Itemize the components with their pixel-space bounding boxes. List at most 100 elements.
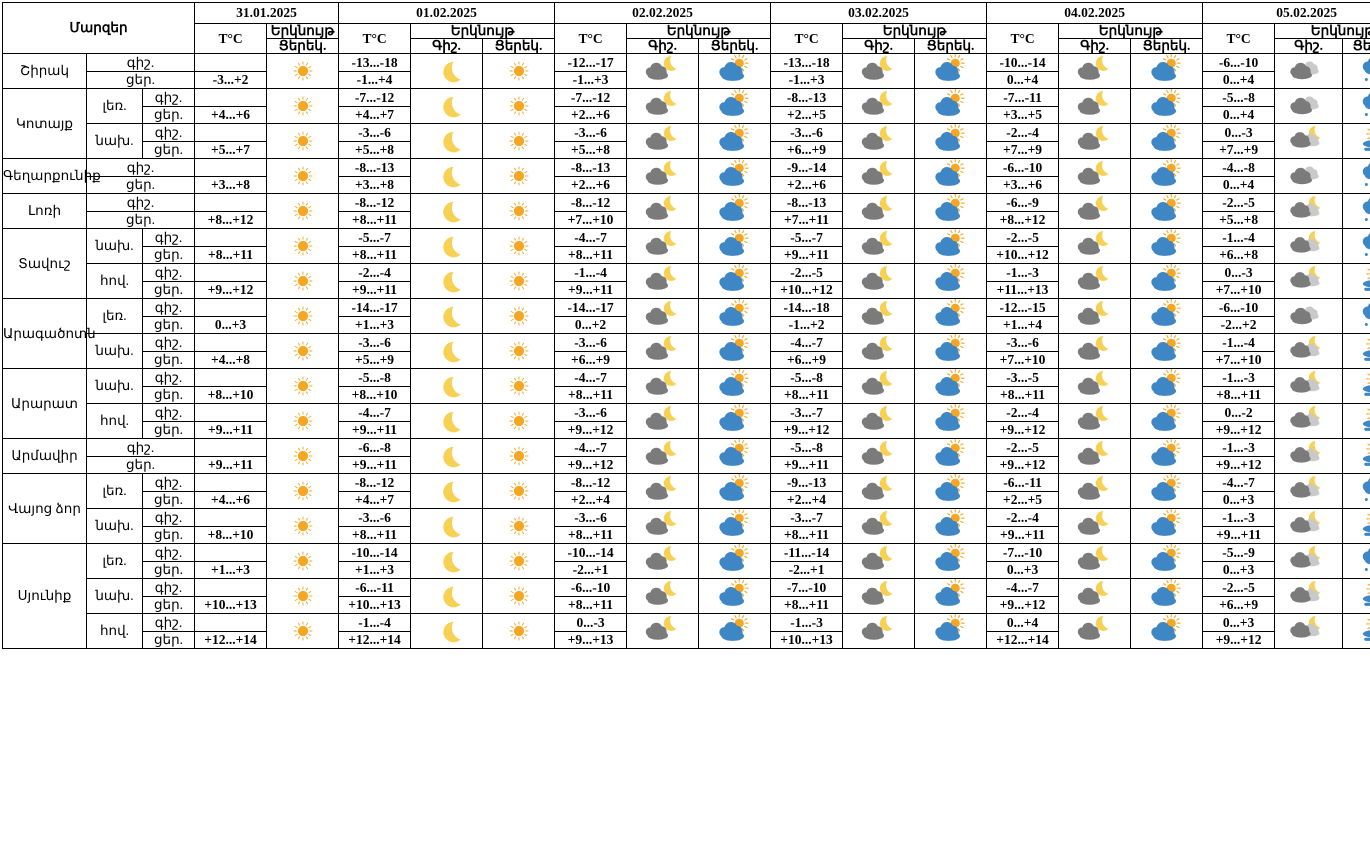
- temp-night-d31: [195, 439, 267, 457]
- icon-day-d01: [483, 89, 555, 124]
- cloud-moon-icon: [627, 159, 698, 193]
- cloud-moon-icon: [843, 264, 914, 298]
- temp-night-d03: -9...-14: [771, 159, 843, 177]
- icon-day-d05: [1343, 194, 1370, 229]
- cloud-sun-icon: [1131, 439, 1202, 473]
- header-temp-4: T°C: [987, 24, 1059, 54]
- sun-cloud-fog-icon: [1343, 614, 1370, 648]
- icon-day-d04: [1131, 474, 1203, 509]
- icon-night-d05: [1275, 614, 1343, 649]
- temp-day-d03: +2...+5: [771, 106, 843, 124]
- temp-day-d01: +5...+8: [339, 141, 411, 159]
- temp-night-d02: -8...-12: [555, 194, 627, 212]
- icon-day-d03: [915, 124, 987, 159]
- temp-night-d04: -4...-7: [987, 579, 1059, 597]
- temp-day-d05: +9...+12: [1203, 421, 1275, 439]
- clouds-icon: [1275, 89, 1342, 123]
- temp-day-d04: +12...+14: [987, 631, 1059, 649]
- temp-day-d03: +9...+11: [771, 456, 843, 474]
- cloud-sun-icon: [699, 299, 770, 333]
- icon-day-d02: [699, 439, 771, 474]
- cloud-sun-icon: [699, 544, 770, 578]
- icon-day-d31: [267, 159, 339, 194]
- moon-icon: [411, 264, 482, 298]
- clouds-moon-icon: [1275, 404, 1342, 438]
- cloud-sun-icon: [699, 159, 770, 193]
- cloud-sun-icon: [1131, 614, 1202, 648]
- temp-night-d04: -3...-6: [987, 334, 1059, 352]
- header-day-4: Ցերեկ.: [1131, 39, 1203, 54]
- temp-day-d04: +2...+5: [987, 491, 1059, 509]
- row-label-night: գիշ.: [87, 194, 195, 212]
- temp-night-d01: -5...-7: [339, 229, 411, 247]
- sun-icon: [267, 544, 338, 578]
- sun-icon: [483, 229, 554, 263]
- icon-day-d02: [699, 369, 771, 404]
- cloud-moon-icon: [627, 614, 698, 648]
- icon-day-d04: [1131, 124, 1203, 159]
- temp-night-d03: -9...-13: [771, 474, 843, 492]
- cloud-sun-icon: [699, 404, 770, 438]
- temp-day-d31: +9...+11: [195, 421, 267, 439]
- cloud-sun-icon: [1131, 89, 1202, 123]
- row-label-day: ցեր.: [143, 106, 195, 124]
- temp-day-d03: +8...+11: [771, 596, 843, 614]
- temp-night-d31: [195, 404, 267, 422]
- icon-night-d04: [1059, 334, 1131, 369]
- icon-night-d03: [843, 369, 915, 404]
- temp-day-d03: +9...+12: [771, 421, 843, 439]
- temp-day-d01: +1...+3: [339, 561, 411, 579]
- header-day-2: Ցերեկ.: [699, 39, 771, 54]
- sun-icon: [267, 579, 338, 613]
- region-name: Տավուշ: [3, 229, 87, 299]
- icon-night-d01: [411, 54, 483, 89]
- temp-day-d31: +4...+8: [195, 351, 267, 369]
- icon-day-d04: [1131, 54, 1203, 89]
- temp-night-d04: -2...-4: [987, 509, 1059, 527]
- icon-day-d04: [1131, 579, 1203, 614]
- cloud-moon-icon: [1059, 404, 1130, 438]
- region-name: Արմավիր: [3, 439, 87, 474]
- icon-night-d02: [627, 264, 699, 299]
- temp-day-d02: +7...+10: [555, 211, 627, 229]
- sun-icon: [267, 89, 338, 123]
- temp-day-d01: +12...+14: [339, 631, 411, 649]
- cloud-sun-icon: [1131, 229, 1202, 263]
- cloud-sun-icon: [1131, 264, 1202, 298]
- row-label-night: գիշ.: [143, 404, 195, 422]
- icon-day-d01: [483, 544, 555, 579]
- cloud-sun-icon: [915, 299, 986, 333]
- temp-day-d02: +8...+11: [555, 246, 627, 264]
- subregion-name: լեռ.: [87, 89, 143, 124]
- temp-night-d04: -2...-5: [987, 229, 1059, 247]
- temp-night-d02: -4...-7: [555, 369, 627, 387]
- temp-night-d03: -14...-18: [771, 299, 843, 317]
- icon-day-d02: [699, 299, 771, 334]
- sun-icon: [267, 194, 338, 228]
- header-sky-3: Երկնույթ: [843, 24, 987, 39]
- cloud-sun-icon: [915, 509, 986, 543]
- row-label-day: ցեր.: [143, 386, 195, 404]
- clouds-moon-icon: [1275, 229, 1342, 263]
- cloud-moon-icon: [627, 474, 698, 508]
- header-night-1: Գիշ.: [411, 39, 483, 54]
- subregion-name: նախ.: [87, 124, 143, 159]
- temp-day-d04: +9...+11: [987, 526, 1059, 544]
- header-day-0: Ցերեկ.: [267, 39, 339, 54]
- clouds-icon: [1275, 159, 1342, 193]
- row-label-day: ցեր.: [87, 176, 195, 194]
- sun-icon: [267, 614, 338, 648]
- sun-icon: [267, 334, 338, 368]
- icon-day-d04: [1131, 89, 1203, 124]
- icon-night-d03: [843, 614, 915, 649]
- table-header: Մարզեր 31.01.2025 01.02.2025 02.02.2025 …: [3, 3, 1370, 54]
- icon-night-d02: [627, 194, 699, 229]
- cloud-sun-icon: [699, 124, 770, 158]
- temp-day-d31: +4...+6: [195, 106, 267, 124]
- icon-day-d04: [1131, 544, 1203, 579]
- sun-icon: [483, 614, 554, 648]
- temp-day-d01: +10...+13: [339, 596, 411, 614]
